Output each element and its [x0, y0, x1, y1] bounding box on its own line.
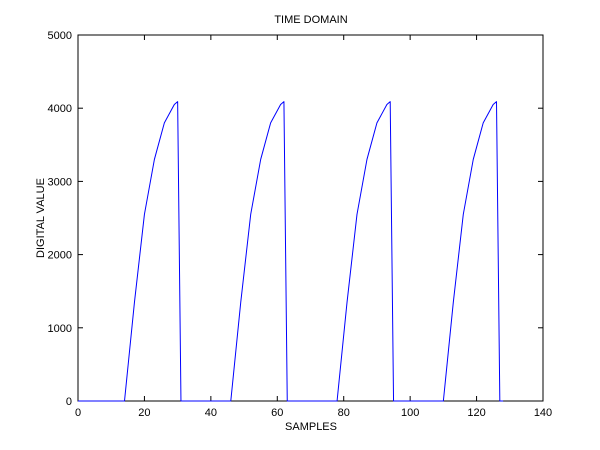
y-tick-label: 1000	[48, 323, 72, 335]
x-tick-label: 100	[401, 407, 419, 419]
y-tick-label: 4000	[48, 103, 72, 115]
series-layer	[78, 101, 504, 402]
x-axis-label: SAMPLES	[285, 421, 337, 433]
y-axis: 0 1000 2000 3000 4000 5000	[48, 30, 543, 408]
x-tick-label: 60	[271, 407, 283, 419]
x-tick-label: 80	[338, 407, 350, 419]
series-line-0	[78, 101, 504, 402]
plot-area	[77, 34, 544, 402]
x-axis: 0 20 40 60 80 100 120 140	[75, 35, 552, 419]
x-tick-label: 40	[205, 407, 217, 419]
y-tick-label: 0	[66, 396, 72, 408]
x-tick-label: 0	[75, 407, 81, 419]
x-tick-label: 20	[138, 407, 150, 419]
x-tick-label: 140	[534, 407, 552, 419]
chart-title: TIME DOMAIN	[274, 14, 347, 26]
x-tick-label: 120	[467, 407, 485, 419]
y-tick-label: 3000	[48, 176, 72, 188]
y-axis-label: DIGITAL VALUE	[35, 178, 47, 258]
y-tick-label: 5000	[48, 30, 72, 42]
y-tick-label: 2000	[48, 250, 72, 262]
